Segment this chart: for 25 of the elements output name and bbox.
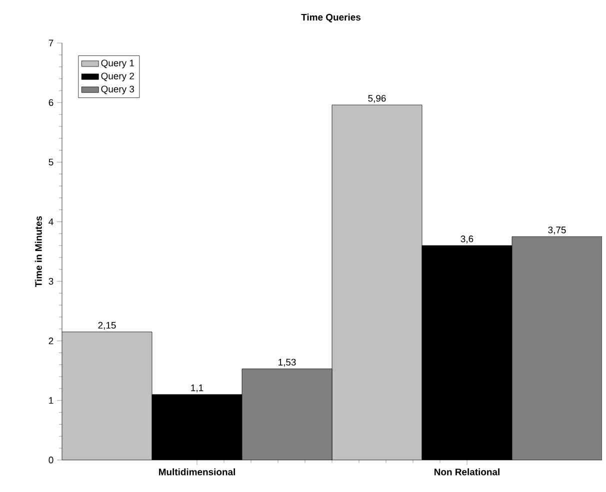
y-tick-label: 3 [48, 278, 54, 285]
bar [512, 236, 602, 460]
legend-label: Query 2 [101, 72, 134, 82]
legend-label: Query 1 [101, 60, 134, 68]
x-tick-label: Non Relational [434, 468, 500, 476]
y-tick-label: 2 [48, 338, 54, 344]
y-tick-label: 5 [48, 158, 54, 166]
data-label: 3,6 [460, 236, 474, 244]
y-tick-label: 6 [48, 99, 54, 106]
bar [332, 104, 422, 460]
data-label: 2,15 [98, 322, 116, 330]
data-label: 1,53 [278, 358, 296, 367]
data-label: 5,96 [368, 94, 386, 103]
legend-label: Query 3 [101, 86, 134, 94]
x-tick-label: Multidimensional [158, 468, 235, 476]
y-tick-label: 1 [49, 397, 54, 404]
data-label: 3,75 [548, 226, 566, 234]
bar [242, 368, 332, 460]
data-label: 1,1 [191, 384, 204, 392]
y-axis-title: Time in Minutes [34, 216, 42, 288]
y-tick-label: 7 [48, 40, 54, 46]
chart-title: Time Queries [301, 14, 361, 22]
bar [62, 332, 152, 460]
y-tick-label: 0 [48, 456, 54, 464]
y-tick-label: 4 [48, 218, 54, 225]
